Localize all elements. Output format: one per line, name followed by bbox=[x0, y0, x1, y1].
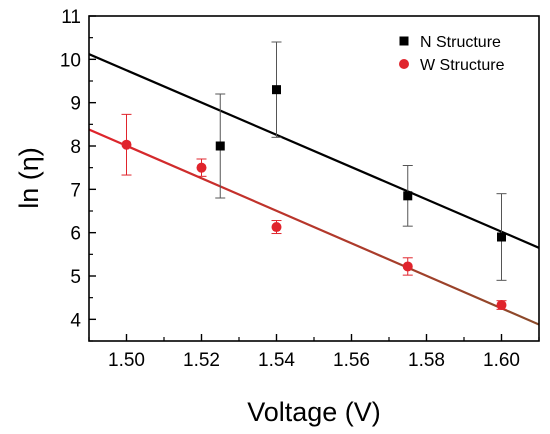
legend-marker-w-structure bbox=[399, 59, 409, 69]
w-structure-point bbox=[271, 222, 282, 233]
w-structure-point bbox=[121, 139, 132, 150]
y-tick-label: 9 bbox=[70, 94, 81, 115]
n-structure-point bbox=[272, 85, 281, 95]
n-structure-point bbox=[497, 232, 506, 242]
y-tick-label: 11 bbox=[61, 7, 81, 28]
y-tick-label: 10 bbox=[60, 50, 81, 71]
x-tick-label: 1.56 bbox=[333, 350, 370, 371]
n-structure-fit-line bbox=[89, 53, 539, 249]
w-structure-fit-line bbox=[89, 128, 539, 326]
data-marks bbox=[121, 41, 507, 311]
x-tick-label: 1.60 bbox=[483, 350, 520, 371]
fit-lines bbox=[89, 53, 539, 326]
x-tick-label: 1.54 bbox=[258, 350, 295, 371]
y-ticks: 4 5 6 7 8 9 10 11 bbox=[60, 7, 96, 342]
x-axis-title: Voltage (V) bbox=[247, 397, 381, 427]
legend-marker-n-structure bbox=[399, 36, 409, 46]
y-axis-title: ln (η) bbox=[14, 147, 44, 209]
w-structure-point bbox=[196, 162, 207, 173]
x-tick-label: 1.58 bbox=[408, 350, 445, 371]
legend-label: N Structure bbox=[420, 34, 501, 51]
x-ticks: 1.50 1.52 1.54 1.56 1.58 1.60 bbox=[88, 334, 540, 371]
w-structure-point bbox=[402, 261, 413, 272]
y-tick-label: 7 bbox=[70, 180, 81, 201]
y-tick-label: 4 bbox=[70, 310, 81, 331]
legend-label: W Structure bbox=[420, 57, 505, 74]
x-tick-label: 1.50 bbox=[108, 350, 145, 371]
y-tick-label: 5 bbox=[70, 267, 81, 288]
legend: N Structure W Structure bbox=[399, 34, 505, 74]
w-structure-point bbox=[496, 300, 507, 311]
y-tick-label: 8 bbox=[70, 137, 81, 158]
x-tick-label: 1.52 bbox=[183, 350, 220, 371]
y-tick-label: 6 bbox=[70, 224, 81, 245]
n-structure-point bbox=[215, 141, 225, 151]
plot-frame bbox=[88, 15, 540, 342]
n-structure-point bbox=[403, 191, 413, 201]
